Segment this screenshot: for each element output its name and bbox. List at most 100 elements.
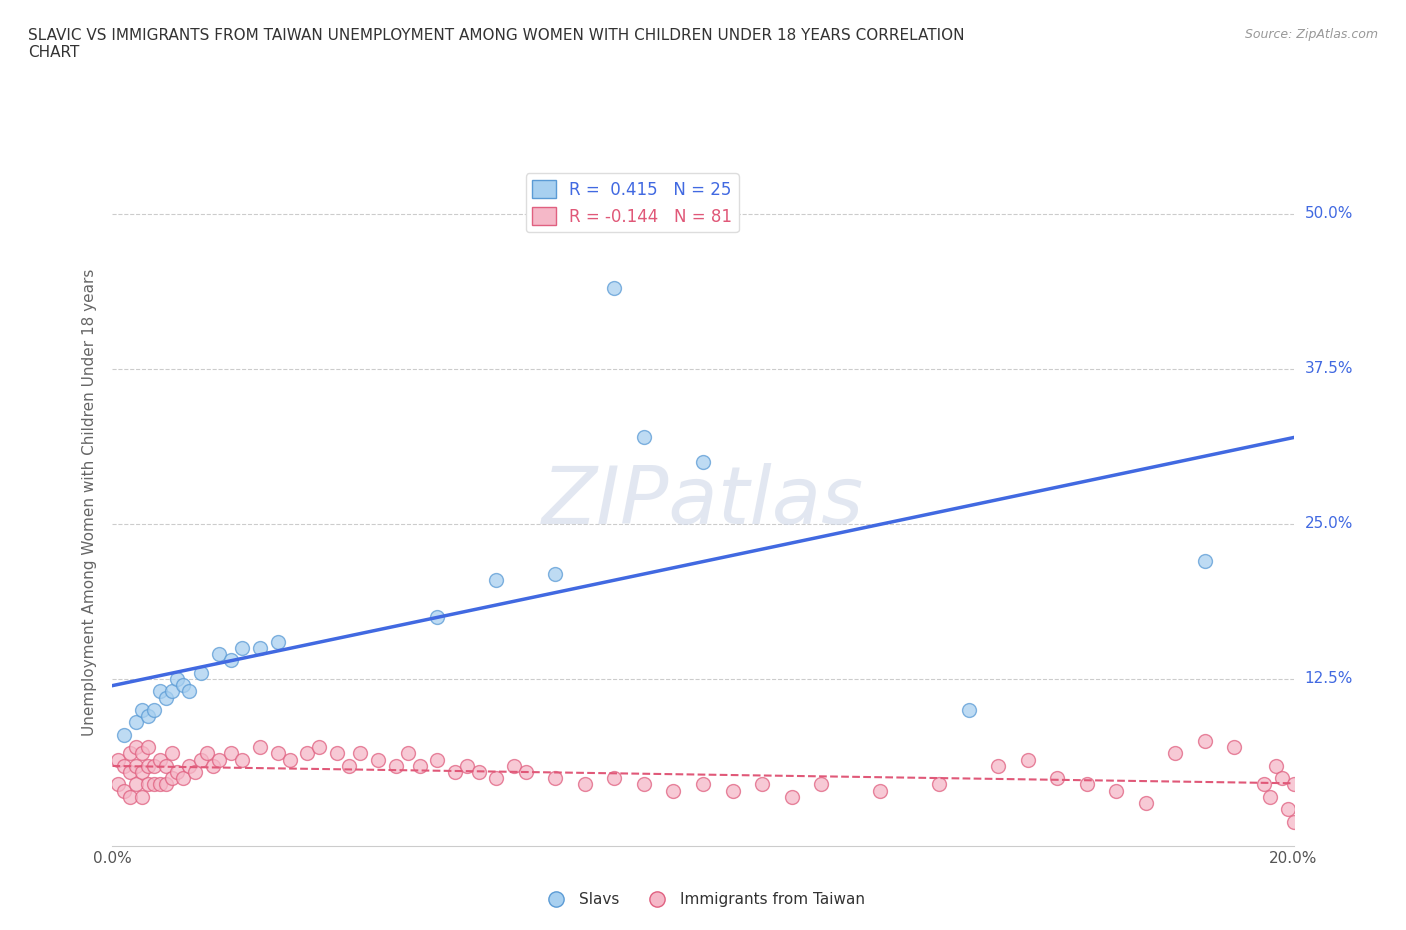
Text: SLAVIC VS IMMIGRANTS FROM TAIWAN UNEMPLOYMENT AMONG WOMEN WITH CHILDREN UNDER 18: SLAVIC VS IMMIGRANTS FROM TAIWAN UNEMPLO… [28,28,965,60]
Legend: R =  0.415   N = 25, R = -0.144   N = 81: R = 0.415 N = 25, R = -0.144 N = 81 [526,173,738,232]
Text: 50.0%: 50.0% [1305,206,1353,221]
Point [231,641,253,656]
Point [267,634,290,649]
Point [869,783,891,798]
Point [574,777,596,791]
Point [125,739,148,754]
Point [987,758,1010,773]
Point [426,609,449,624]
Point [780,790,803,804]
Point [544,566,567,581]
Point [179,684,201,698]
Point [603,281,626,296]
Text: Source: ZipAtlas.com: Source: ZipAtlas.com [1244,28,1378,41]
Point [190,665,212,680]
Text: 12.5%: 12.5% [1305,671,1353,686]
Point [120,746,142,761]
Point [208,646,231,661]
Point [1017,752,1039,767]
Point [249,641,271,656]
Point [308,739,330,754]
Text: ZIPatlas: ZIPatlas [541,463,865,541]
Point [467,764,489,779]
Point [503,758,526,773]
Point [149,684,172,698]
Point [1282,777,1305,791]
Point [633,430,655,445]
Point [633,777,655,791]
Point [131,764,153,779]
Point [112,758,135,773]
Point [456,758,478,773]
Text: 37.5%: 37.5% [1305,362,1353,377]
Point [1164,746,1187,761]
Point [131,746,153,761]
Point [349,746,371,761]
Point [131,702,153,717]
Y-axis label: Unemployment Among Women with Children Under 18 years: Unemployment Among Women with Children U… [82,269,97,736]
Point [160,746,183,761]
Point [149,777,172,791]
Point [1271,771,1294,786]
Point [136,758,159,773]
Point [125,758,148,773]
Point [249,739,271,754]
Point [1253,777,1275,791]
Point [337,758,360,773]
Point [155,777,177,791]
Point [120,764,142,779]
Point [515,764,537,779]
Point [155,758,177,773]
Point [721,783,744,798]
Point [179,758,201,773]
Point [1264,758,1286,773]
Point [142,758,165,773]
Point [485,771,508,786]
Point [603,771,626,786]
Point [160,771,183,786]
Point [1076,777,1098,791]
Point [544,771,567,786]
Point [662,783,685,798]
Point [219,653,242,668]
Point [160,684,183,698]
Point [1277,802,1299,817]
Point [131,790,153,804]
Point [112,727,135,742]
Point [166,764,188,779]
Point [751,777,773,791]
Point [201,758,224,773]
Point [1194,734,1216,749]
Point [125,777,148,791]
Point [485,572,508,587]
Point [810,777,832,791]
Point [1194,553,1216,568]
Point [190,752,212,767]
Point [385,758,408,773]
Point [278,752,301,767]
Point [1258,790,1281,804]
Point [326,746,349,761]
Point [107,752,129,767]
Point [231,752,253,767]
Point [195,746,218,761]
Point [396,746,419,761]
Point [136,777,159,791]
Point [166,671,188,686]
Text: 25.0%: 25.0% [1305,516,1353,531]
Point [136,709,159,724]
Point [125,715,148,730]
Point [112,783,135,798]
Point [1046,771,1069,786]
Point [408,758,430,773]
Point [957,702,980,717]
Point [267,746,290,761]
Point [219,746,242,761]
Point [142,777,165,791]
Point [692,777,714,791]
Point [367,752,389,767]
Point [1223,739,1246,754]
Point [120,790,142,804]
Point [172,678,194,693]
Legend: Slavs, Immigrants from Taiwan: Slavs, Immigrants from Taiwan [534,886,872,913]
